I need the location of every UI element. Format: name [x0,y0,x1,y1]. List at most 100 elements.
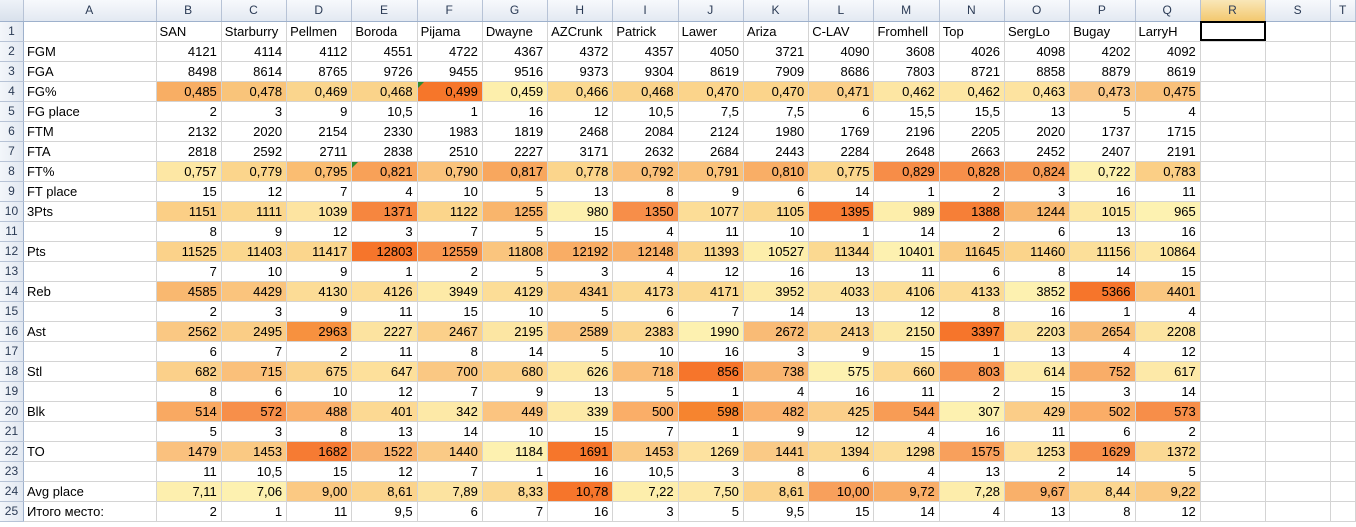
row-header[interactable]: 16 [0,321,24,342]
value-cell[interactable]: 10 [286,381,353,402]
value-cell[interactable]: 9 [286,101,353,122]
value-cell[interactable]: 0,478 [221,81,288,102]
value-cell[interactable]: 14 [1069,261,1136,282]
empty-cell-r[interactable] [1200,281,1267,302]
player-name-cell[interactable]: Bugay [1069,21,1136,42]
value-cell[interactable]: 14 [873,501,940,522]
empty-cell-t[interactable] [1330,201,1356,222]
value-cell[interactable]: 307 [939,401,1005,422]
value-cell[interactable]: 4050 [678,41,744,62]
value-cell[interactable]: 482 [743,401,810,422]
value-cell[interactable]: 0,810 [743,161,810,182]
value-cell[interactable]: 5 [1069,101,1136,122]
value-cell[interactable]: 1 [939,341,1005,362]
value-cell[interactable]: 10 [612,341,679,362]
player-name-cell[interactable]: C-LAV [808,21,875,42]
value-cell[interactable]: 12 [286,221,353,242]
value-cell[interactable]: 3 [351,221,418,242]
value-cell[interactable]: 2383 [612,321,679,342]
empty-cell-t[interactable] [1330,261,1356,282]
empty-cell-t[interactable] [1330,321,1356,342]
row-header[interactable]: 8 [0,161,24,182]
value-cell[interactable]: 1298 [873,441,940,462]
value-cell[interactable]: 614 [1004,361,1071,382]
value-cell[interactable]: 3171 [547,141,614,162]
value-cell[interactable]: 8879 [1069,61,1136,82]
value-cell[interactable]: 10,00 [808,481,875,502]
value-cell[interactable]: 4126 [351,281,418,302]
value-cell[interactable]: 11344 [808,241,875,262]
empty-cell-t[interactable] [1330,81,1356,102]
column-header-c[interactable]: C [221,0,288,22]
value-cell[interactable]: 2654 [1069,321,1136,342]
row-header[interactable]: 25 [0,501,24,522]
value-cell[interactable]: 3 [612,501,679,522]
column-header-d[interactable]: D [286,0,353,22]
value-cell[interactable]: 2711 [286,141,353,162]
value-cell[interactable]: 1 [482,461,549,482]
value-cell[interactable]: 9 [743,421,810,442]
value-cell[interactable]: 14 [1069,461,1136,482]
value-cell[interactable]: 15 [1135,261,1201,282]
stat-label-cell[interactable]: 3Pts [23,201,157,222]
value-cell[interactable]: 4 [1135,101,1201,122]
value-cell[interactable]: 7 [417,461,483,482]
empty-cell-t[interactable] [1330,441,1356,462]
value-cell[interactable]: 2 [1004,461,1071,482]
empty-cell-r[interactable] [1200,461,1267,482]
value-cell[interactable]: 15 [547,421,614,442]
value-cell[interactable]: 0,722 [1069,161,1136,182]
value-cell[interactable]: 617 [1135,361,1201,382]
empty-cell-s[interactable] [1265,341,1332,362]
value-cell[interactable]: 7,89 [417,481,483,502]
value-cell[interactable]: 2 [939,221,1005,242]
value-cell[interactable]: 13 [808,301,875,322]
value-cell[interactable]: 2154 [286,121,353,142]
empty-cell-t[interactable] [1330,101,1356,122]
empty-cell-s[interactable] [1265,181,1332,202]
value-cell[interactable]: 449 [482,401,549,422]
value-cell[interactable]: 1453 [612,441,679,462]
value-cell[interactable]: 6 [1069,421,1136,442]
value-cell[interactable]: 16 [1069,181,1136,202]
empty-cell-r[interactable] [1200,501,1267,522]
value-cell[interactable]: 3 [1004,181,1071,202]
value-cell[interactable]: 675 [286,361,353,382]
value-cell[interactable]: 5366 [1069,281,1136,302]
empty-cell-r[interactable] [1200,441,1267,462]
row-header[interactable]: 11 [0,221,24,242]
value-cell[interactable]: 4 [939,501,1005,522]
value-cell[interactable]: 4129 [482,281,549,302]
value-cell[interactable]: 6 [612,301,679,322]
value-cell[interactable]: 4121 [156,41,222,62]
value-cell[interactable]: 1394 [808,441,875,462]
value-cell[interactable]: 1269 [678,441,744,462]
stat-label-cell[interactable] [23,461,157,482]
value-cell[interactable]: 1983 [417,121,483,142]
value-cell[interactable]: 1 [808,221,875,242]
value-cell[interactable]: 2468 [547,121,614,142]
value-cell[interactable]: 4171 [678,281,744,302]
value-cell[interactable]: 9,67 [1004,481,1071,502]
value-cell[interactable]: 1682 [286,441,353,462]
value-cell[interactable]: 2330 [351,121,418,142]
value-cell[interactable]: 14 [482,341,549,362]
value-cell[interactable]: 10 [221,261,288,282]
row-header[interactable]: 18 [0,361,24,382]
value-cell[interactable]: 11393 [678,241,744,262]
empty-cell-t[interactable] [1330,241,1356,262]
value-cell[interactable]: 0,775 [808,161,875,182]
value-cell[interactable]: 15 [1004,381,1071,402]
value-cell[interactable]: 9,5 [743,501,810,522]
empty-cell-r[interactable] [1200,361,1267,382]
value-cell[interactable]: 0,499 [417,81,483,102]
value-cell[interactable]: 1111 [221,201,288,222]
value-cell[interactable]: 647 [351,361,418,382]
column-header-r[interactable]: R [1200,0,1267,22]
empty-cell-s[interactable] [1265,101,1332,122]
value-cell[interactable]: 0,485 [156,81,222,102]
value-cell[interactable]: 12 [873,301,940,322]
value-cell[interactable]: 0,468 [612,81,679,102]
value-cell[interactable]: 12 [808,421,875,442]
value-cell[interactable]: 0,469 [286,81,353,102]
